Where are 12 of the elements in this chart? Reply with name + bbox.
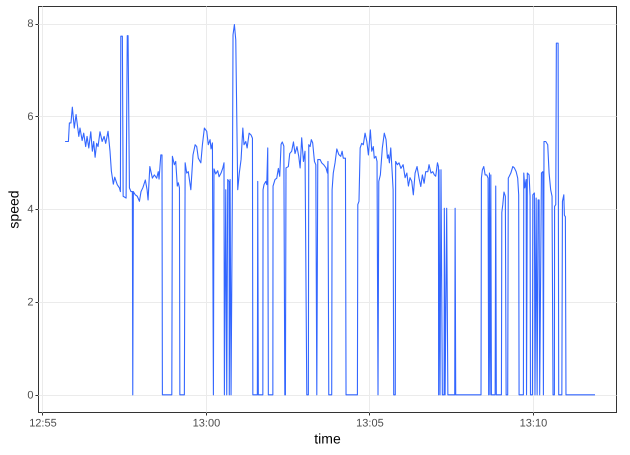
x-tick-label: 12:55 <box>29 418 57 430</box>
y-tick-label: 6 <box>27 110 34 123</box>
y-axis-title: speed <box>5 190 22 229</box>
x-axis-title: time <box>314 430 341 446</box>
y-tick-label: 4 <box>27 204 34 216</box>
y-tick-label: 8 <box>27 18 34 30</box>
line-series <box>64 24 596 396</box>
x-tick-label: 13:10 <box>520 418 548 430</box>
x-tick-label: 13:00 <box>192 418 220 430</box>
y-tick-label: 2 <box>27 296 34 309</box>
y-tick-label: 0 <box>27 389 34 402</box>
x-tick-label: 13:05 <box>356 418 384 430</box>
